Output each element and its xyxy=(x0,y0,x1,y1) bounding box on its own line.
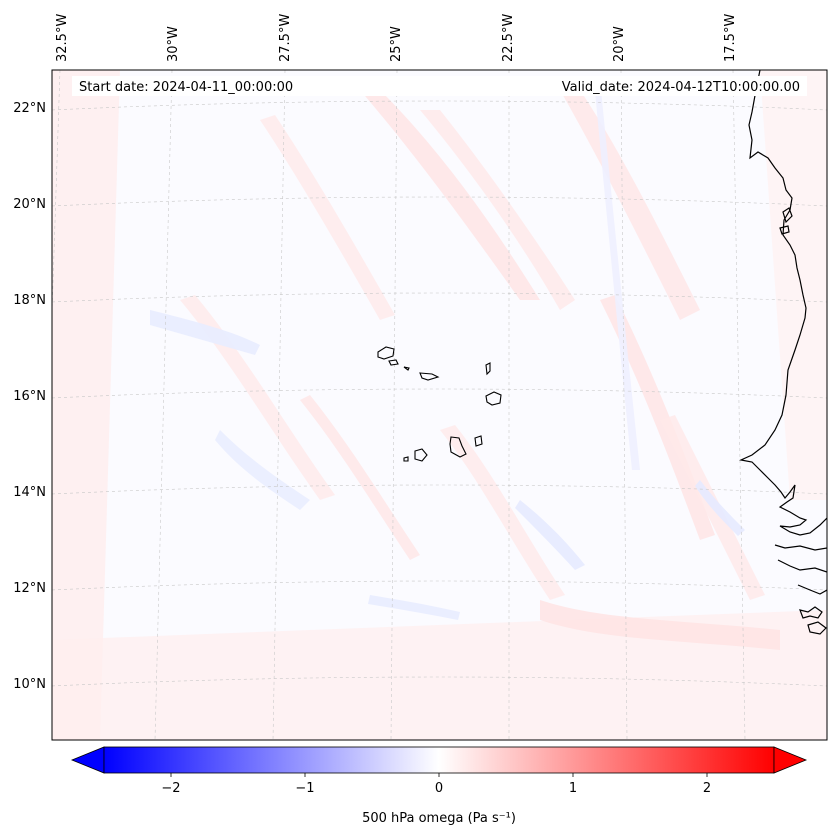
lon-label: 17.5°W xyxy=(723,14,738,62)
start-date-label: Start date: 2024-04-11_00:00:00 xyxy=(79,80,293,95)
colorbar-label: 500 hPa omega (Pa s⁻¹) xyxy=(362,811,516,826)
colorbar-tick-label: −1 xyxy=(295,781,314,796)
island-sao-nicolau xyxy=(419,372,440,381)
valid-date-label: Valid_date: 2024-04-12T10:00:00.00 xyxy=(562,80,800,95)
header-bar xyxy=(72,76,807,96)
lat-label: 16°N xyxy=(13,389,46,404)
colorbar-tick-label: 1 xyxy=(569,781,577,796)
map-frame xyxy=(51,69,828,741)
colorbar: −2 −1 0 1 2 500 hPa omega (Pa s⁻¹) xyxy=(70,746,808,826)
lon-label: 25°W xyxy=(389,26,404,62)
island-fogo xyxy=(414,448,428,462)
lat-label: 12°N xyxy=(13,581,46,596)
lon-label: 20°W xyxy=(612,26,627,62)
island-sal xyxy=(485,362,491,376)
cape-verde-islands xyxy=(377,346,502,462)
lon-label: 22.5°W xyxy=(501,14,516,62)
lat-label: 22°N xyxy=(13,101,46,116)
latitude-labels: 22°N 20°N 18°N 16°N 14°N 12°N 10°N xyxy=(13,101,46,692)
coastline xyxy=(739,70,827,635)
longitude-labels: 32.5°W 30°W 27.5°W 25°W 22.5°W 20°W 17.5… xyxy=(55,14,738,62)
island-sao-vicente xyxy=(388,359,399,366)
lat-label: 10°N xyxy=(13,677,46,692)
lat-label: 20°N xyxy=(13,197,46,212)
island-santiago xyxy=(449,436,467,458)
island-boa-vista xyxy=(485,391,502,406)
lon-label: 30°W xyxy=(166,26,181,62)
map-panel[interactable]: Start date: 2024-04-11_00:00:00 Valid_da… xyxy=(38,69,828,741)
island-maio xyxy=(474,435,483,447)
colorbar-ticks xyxy=(170,773,708,777)
lat-label: 18°N xyxy=(13,293,46,308)
graticule xyxy=(52,70,827,740)
lon-label: 27.5°W xyxy=(278,14,293,62)
lon-label: 32.5°W xyxy=(55,14,70,62)
colorbar-tick-label: 0 xyxy=(435,781,443,796)
colorbar-tick-label: 2 xyxy=(703,781,711,796)
colorbar-tick-label: −2 xyxy=(161,781,180,796)
omega-field xyxy=(52,70,827,740)
island-santo-antao xyxy=(377,346,395,360)
colorbar-min-extend xyxy=(70,746,105,774)
colorbar-gradient xyxy=(103,746,775,774)
lat-label: 14°N xyxy=(13,485,46,500)
island-santa-luzia xyxy=(403,366,410,371)
colorbar-max-extend xyxy=(773,746,808,774)
island-brava xyxy=(403,456,409,462)
